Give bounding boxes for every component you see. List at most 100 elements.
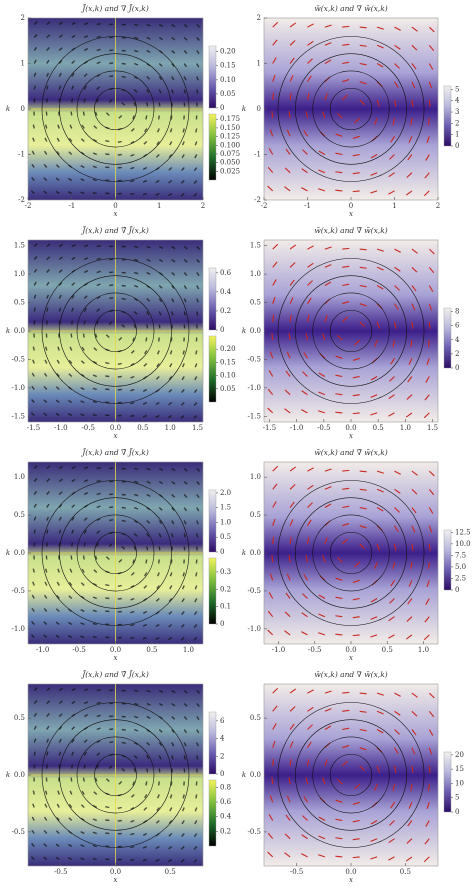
stream-arrow: [289, 706, 296, 712]
colorbar-tick-label: 20: [455, 751, 464, 759]
stream-arrow: [289, 484, 296, 490]
field-arrow: [96, 61, 101, 65]
stream-arrow: [267, 388, 274, 396]
field-arrow: [155, 597, 160, 602]
field-arrow: [183, 285, 188, 290]
field-arrow: [181, 820, 185, 825]
stream-arrow: [268, 148, 274, 155]
stream-arrow: [352, 172, 360, 175]
stream-arrow: [374, 561, 378, 569]
stream-arrow: [318, 169, 326, 174]
field-arrow: [56, 803, 60, 808]
stream-arrow: [428, 710, 435, 718]
field-arrow: [46, 751, 49, 756]
plot-area: [264, 18, 438, 200]
field-arrow: [44, 137, 48, 142]
field-arrow: [80, 635, 85, 639]
field-arrow: [55, 608, 60, 613]
field-arrow: [31, 816, 35, 821]
stream-arrow: [302, 593, 308, 599]
stream-arrow: [410, 784, 413, 792]
field-arrow: [44, 790, 48, 795]
contour: [41, 702, 190, 848]
stream-arrow: [342, 505, 350, 509]
x-tick-label: -1.0: [36, 646, 50, 654]
field-arrow: [83, 701, 89, 705]
stream-arrow: [307, 40, 314, 46]
stream-arrow: [370, 820, 378, 825]
field-arrow: [183, 702, 188, 707]
stream-arrow: [411, 248, 418, 254]
field-arrow: [105, 112, 110, 117]
field-arrow: [183, 716, 188, 721]
field-arrow: [196, 76, 199, 81]
stream-arrow: [335, 837, 343, 840]
field-arrow: [46, 21, 51, 26]
stream-arrow: [394, 710, 401, 716]
field-arrow: [84, 244, 89, 248]
field-arrow: [71, 764, 74, 769]
field-arrow: [96, 98, 99, 103]
contour: [329, 531, 373, 575]
stream-arrow: [359, 248, 367, 251]
stream-arrow: [324, 503, 332, 508]
stream-arrow: [272, 39, 278, 46]
field-arrow: [132, 559, 135, 564]
stream-arrow: [335, 596, 343, 600]
field-arrow: [180, 414, 185, 419]
stream-arrow: [301, 631, 308, 636]
stream-arrow: [288, 333, 291, 341]
field-arrow: [43, 163, 48, 168]
field-arrow: [171, 63, 175, 68]
stream-arrow: [428, 488, 435, 496]
field-arrow: [71, 307, 75, 312]
stream-arrow: [376, 692, 384, 696]
field-arrow: [194, 376, 198, 381]
stream-arrow: [318, 188, 326, 192]
colorbar-tick-label: 10.0: [455, 540, 471, 548]
stream-arrow: [301, 187, 308, 192]
stream-arrow: [307, 724, 313, 730]
stream-arrow: [408, 136, 413, 143]
contour: [329, 753, 373, 797]
field-arrow: [171, 285, 175, 290]
stream-arrow: [394, 81, 399, 88]
field-arrow: [158, 245, 164, 249]
field-arrow: [71, 98, 74, 103]
field-arrow: [143, 806, 148, 811]
field-arrow: [130, 375, 135, 379]
field-arrow: [30, 856, 35, 861]
x-tick-label: 0.5: [373, 424, 384, 432]
colorbar: [208, 779, 217, 847]
stream-arrow: [288, 555, 291, 563]
field-arrow: [84, 688, 89, 692]
field-arrow: [68, 137, 73, 142]
field-arrow: [96, 701, 101, 705]
stream-arrow: [411, 63, 417, 70]
field-arrow: [55, 399, 60, 404]
field-arrow: [31, 372, 35, 377]
field-arrow: [171, 507, 175, 512]
stream-arrow: [288, 111, 291, 119]
colorbar-tick-label: 0.175: [220, 115, 240, 123]
stream-arrow: [324, 315, 328, 323]
field-arrow: [80, 608, 85, 613]
stream-arrow: [359, 747, 367, 751]
stream-arrow: [428, 765, 431, 773]
stream-arrow: [352, 357, 360, 361]
stream-arrow: [370, 172, 378, 176]
y-tick-label: -1: [254, 151, 261, 159]
field-arrow: [134, 480, 139, 484]
field-arrow: [43, 385, 48, 390]
x-axis-label: x: [114, 654, 118, 662]
stream-arrow: [376, 248, 384, 252]
x-tick-label: -0.5: [308, 646, 322, 654]
stream-arrow: [428, 63, 434, 70]
stream-arrow: [376, 285, 384, 290]
stream-arrow: [394, 26, 401, 31]
field-arrow: [146, 506, 151, 511]
stream-arrow: [335, 615, 343, 618]
stream-arrow: [268, 592, 274, 599]
field-arrow: [92, 844, 97, 848]
field-arrow: [143, 362, 148, 367]
